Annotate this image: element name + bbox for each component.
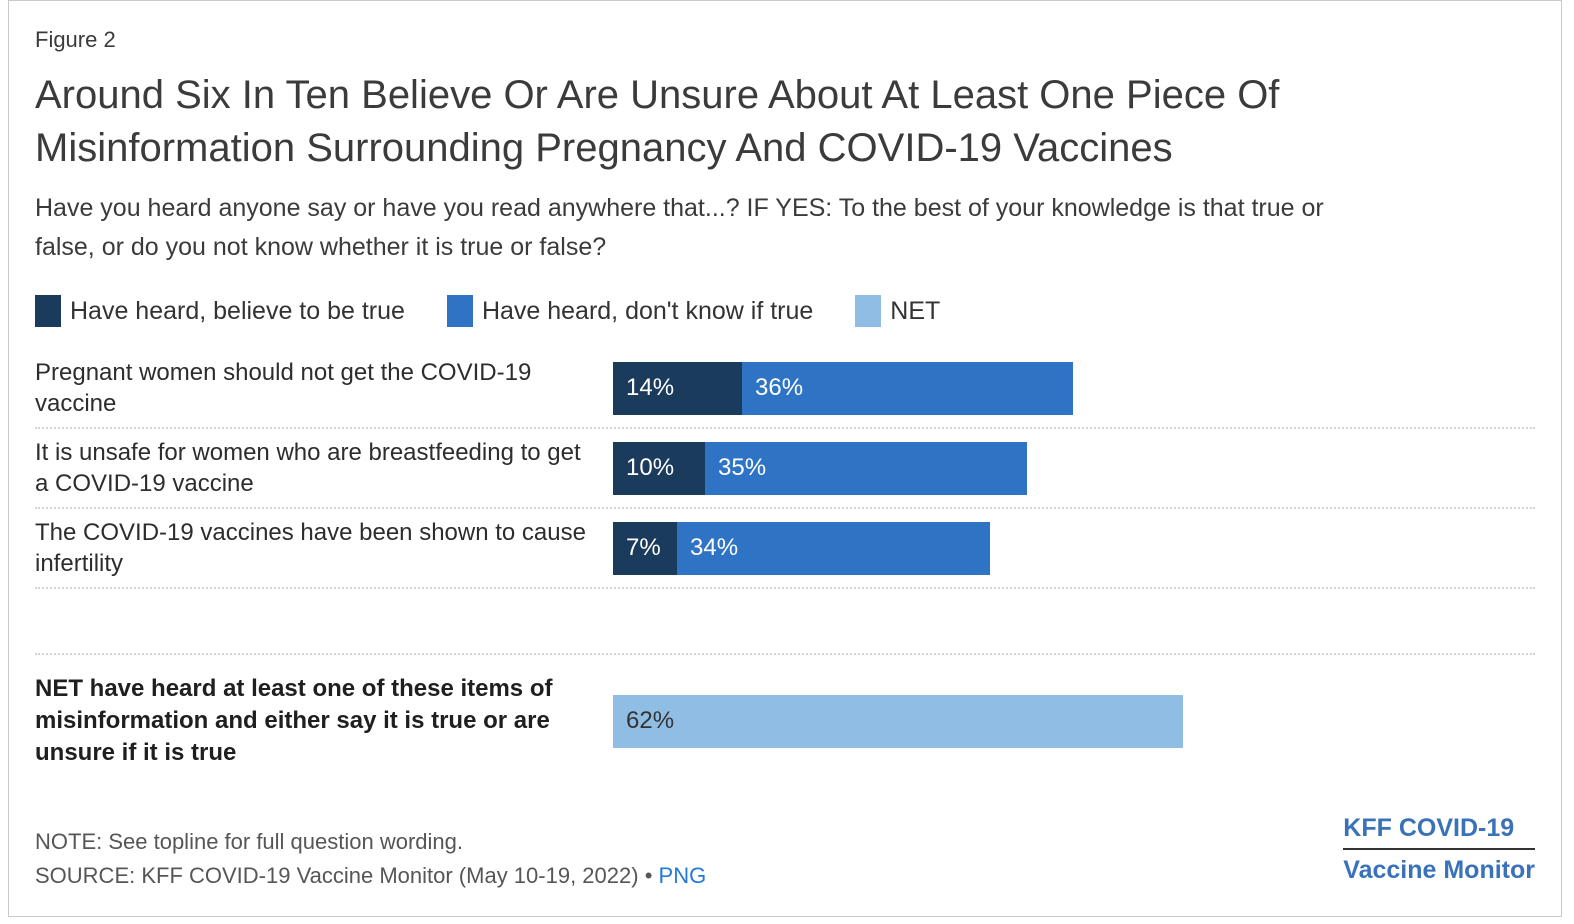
stacked-bar: 14% 36% xyxy=(613,361,1073,415)
chart-row-label: Pregnant women should not get the COVID-… xyxy=(35,359,532,417)
bar-segment-dont-know-if-true: 36% xyxy=(742,361,1073,415)
legend-item: NET xyxy=(855,295,940,327)
png-download-link[interactable]: PNG xyxy=(658,863,707,888)
net-bar: 62% xyxy=(613,694,1183,748)
legend-label: NET xyxy=(890,296,941,325)
net-bar-value-label: 62% xyxy=(626,707,675,734)
footnotes: NOTE: See topline for full question word… xyxy=(35,825,706,893)
chart-row-label: The COVID-19 vaccines have been shown to… xyxy=(35,519,586,577)
legend-swatch xyxy=(35,295,61,327)
bar-value-label: 35% xyxy=(718,454,767,481)
chart-rows: Pregnant women should not get the COVID-… xyxy=(35,349,1535,589)
legend-label: Have heard, believe to be true xyxy=(70,296,405,325)
bar-value-label: 36% xyxy=(755,374,804,401)
bar-segment-dont-know-if-true: 34% xyxy=(677,521,990,575)
chart-subtitle: Have you heard anyone say or have you re… xyxy=(35,194,1324,261)
chart-row: It is unsafe for women who are breastfee… xyxy=(35,429,1535,509)
bar-value-label: 7% xyxy=(626,534,661,561)
legend: Have heard, believe to be true Have heard… xyxy=(35,295,1535,327)
source-text: SOURCE: KFF COVID-19 Vaccine Monitor (Ma… xyxy=(35,863,639,888)
chart-row: Pregnant women should not get the COVID-… xyxy=(35,349,1535,429)
source-separator: • xyxy=(644,863,653,888)
footer: NOTE: See topline for full question word… xyxy=(35,813,1535,893)
chart-title: Around Six In Ten Believe Or Are Unsure … xyxy=(35,73,1280,170)
bar-segment-believe-true: 10% xyxy=(613,441,705,495)
source-line: SOURCE: KFF COVID-19 Vaccine Monitor (Ma… xyxy=(35,859,706,893)
note-text: NOTE: See topline for full question word… xyxy=(35,829,464,854)
legend-item: Have heard, don't know if true xyxy=(446,295,814,327)
kff-logo-line1: KFF COVID-19 xyxy=(1343,813,1535,850)
legend-item: Have heard, believe to be true xyxy=(35,295,405,327)
bar-segment-believe-true: 14% xyxy=(613,361,742,415)
bar-segment-believe-true: 7% xyxy=(613,521,677,575)
stacked-bar: 7% 34% xyxy=(613,521,990,575)
figure-frame: Figure 2 Around Six In Ten Believe Or Ar… xyxy=(8,0,1562,917)
bar-value-label: 34% xyxy=(690,534,739,561)
chart-row-label: It is unsafe for women who are breastfee… xyxy=(35,439,581,497)
net-separator xyxy=(35,653,1535,655)
bar-value-label: 14% xyxy=(626,374,675,401)
legend-swatch xyxy=(855,295,882,327)
figure-label: Figure 2 xyxy=(35,27,116,52)
bar-segment-dont-know-if-true: 35% xyxy=(705,441,1027,495)
chart-row: The COVID-19 vaccines have been shown to… xyxy=(35,509,1535,589)
kff-logo-line2: Vaccine Monitor xyxy=(1343,856,1535,884)
legend-swatch xyxy=(446,295,473,327)
net-row-label: NET have heard at least one of these ite… xyxy=(35,675,553,766)
kff-vaccine-monitor-logo: KFF COVID-19 Vaccine Monitor xyxy=(1343,813,1535,893)
bar-value-label: 10% xyxy=(626,454,675,481)
net-row: NET have heard at least one of these ite… xyxy=(35,673,1535,769)
legend-label: Have heard, don't know if true xyxy=(481,296,814,325)
stacked-bar: 10% 35% xyxy=(613,441,1027,495)
